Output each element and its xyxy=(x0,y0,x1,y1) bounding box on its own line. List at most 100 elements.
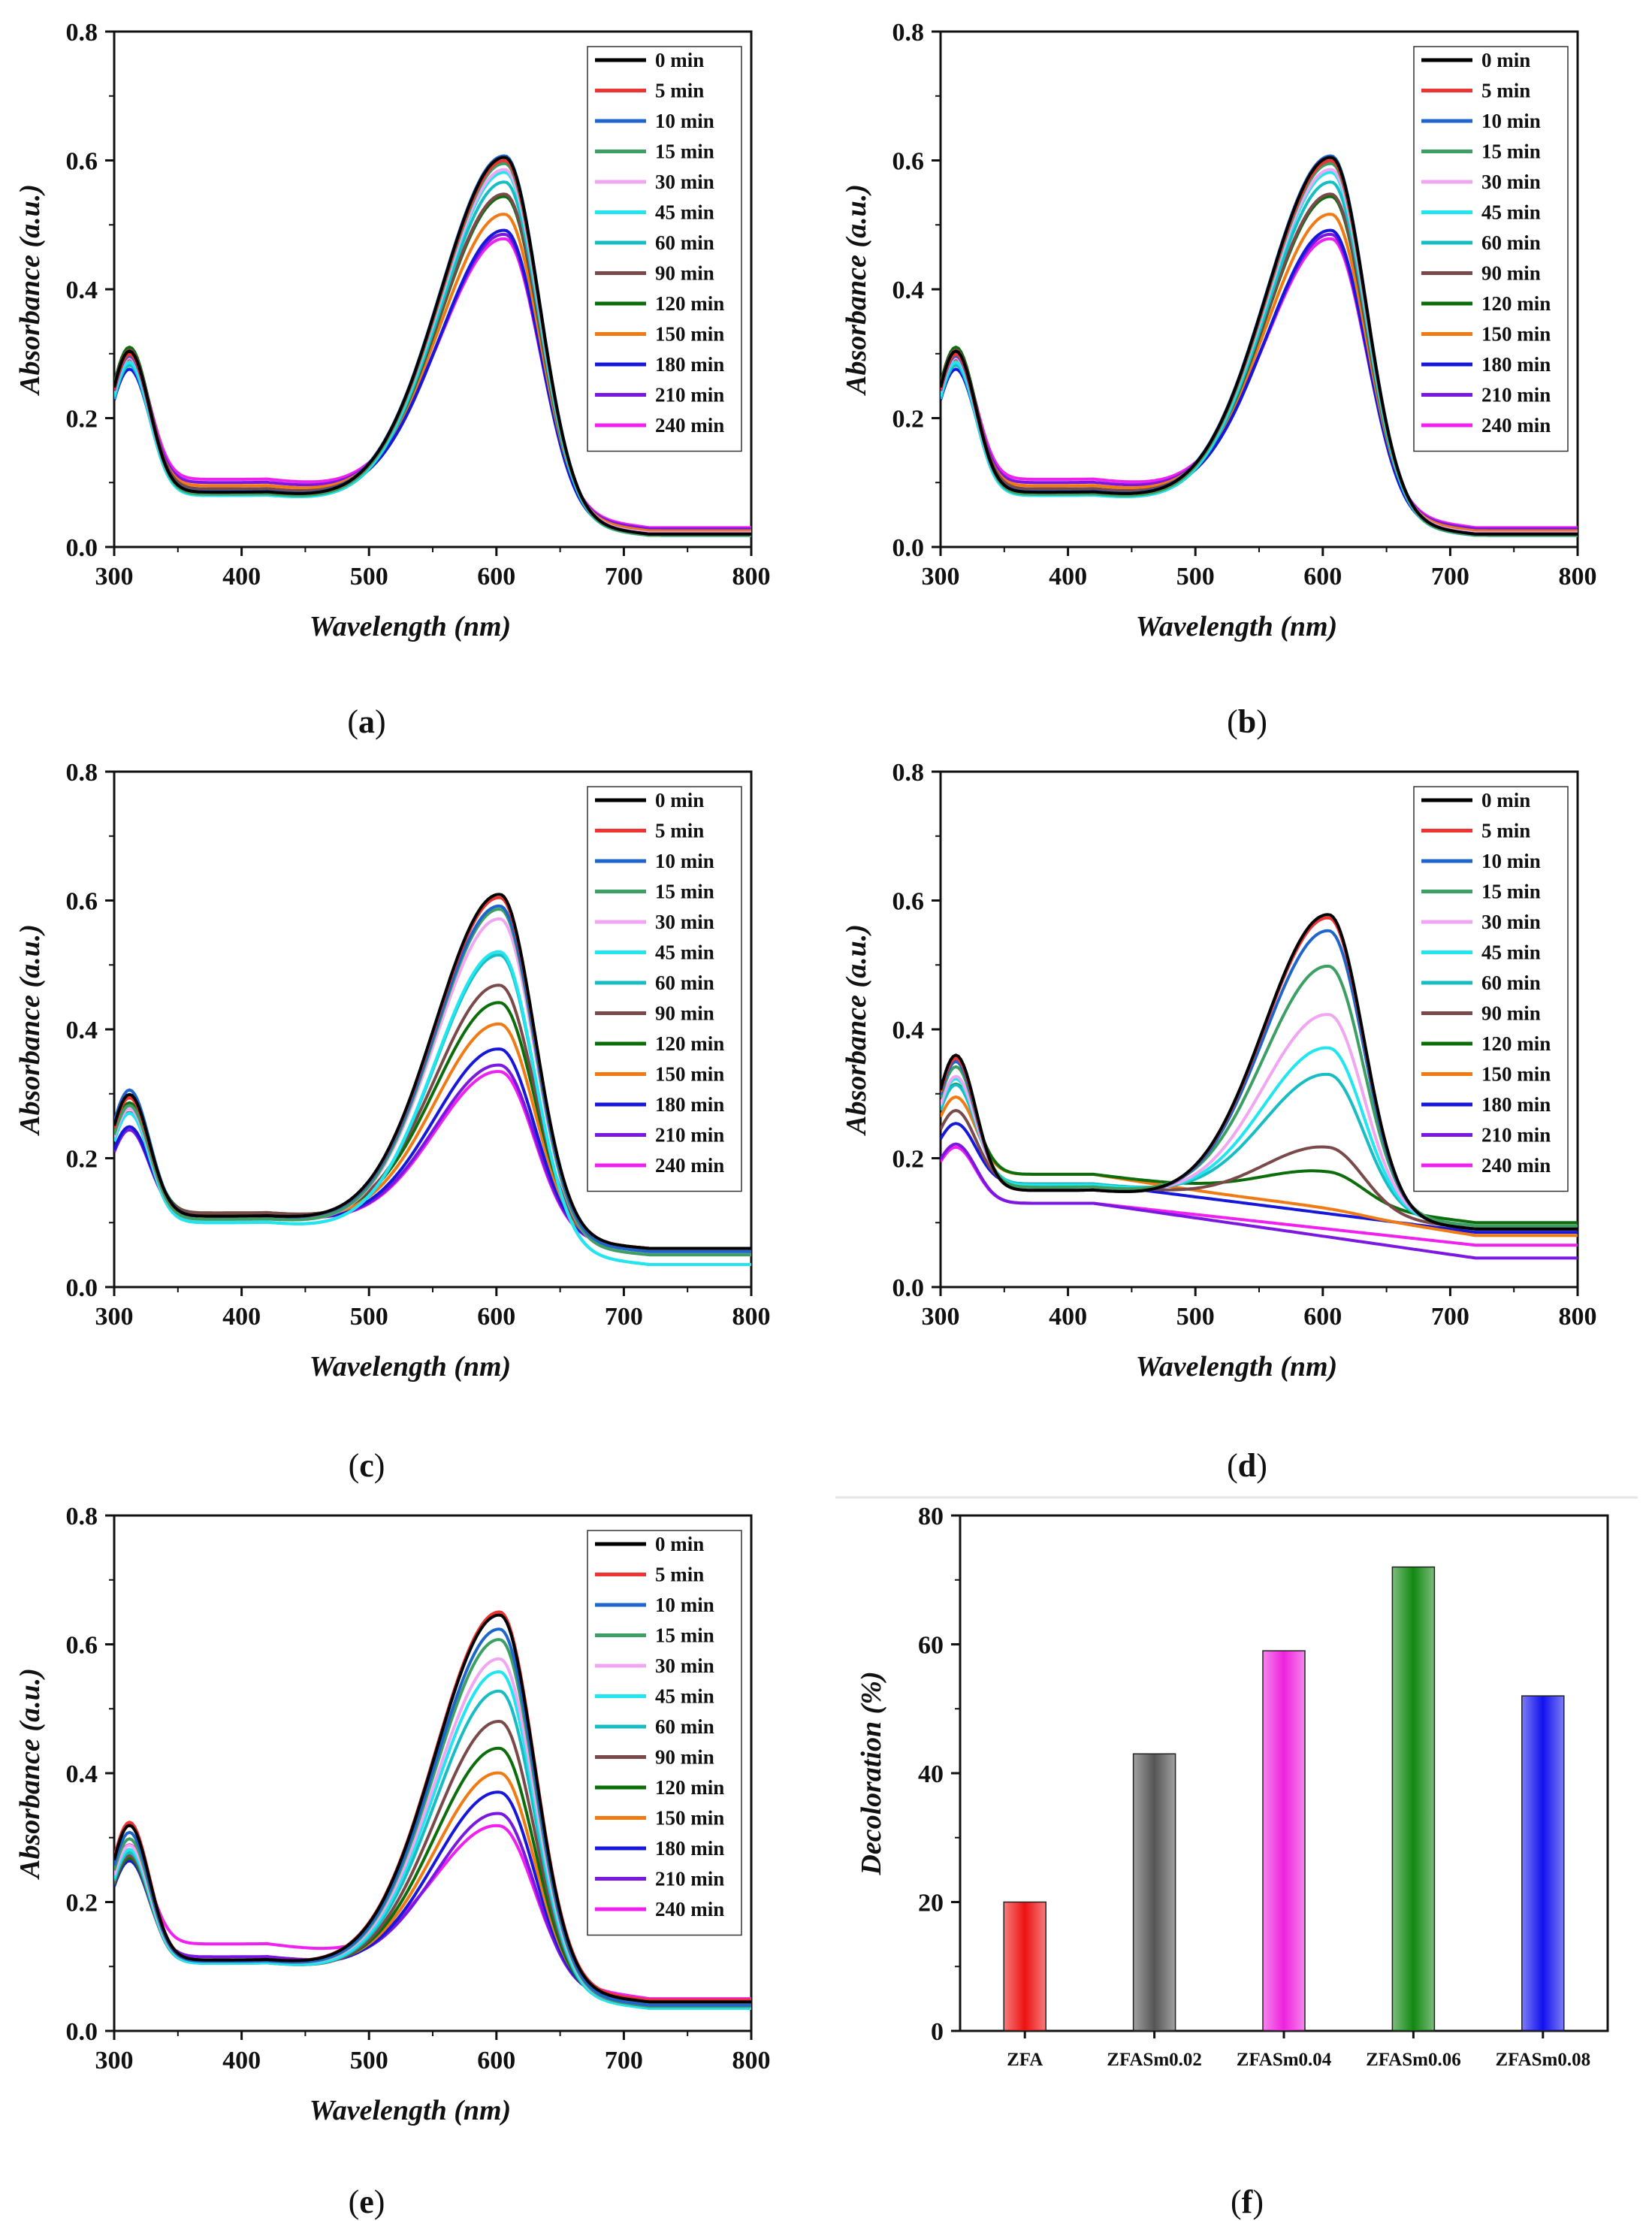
y-tick-label: 0.4 xyxy=(66,1760,98,1788)
y-tick-label: 0.2 xyxy=(892,1146,925,1174)
legend-label-120-min: 120 min xyxy=(655,1776,724,1799)
legend-label-180-min: 180 min xyxy=(655,1093,724,1116)
legend-label-210-min: 210 min xyxy=(1481,1124,1551,1147)
x-tick-label: 800 xyxy=(1559,563,1597,591)
panel-label-c: (c) xyxy=(348,1447,385,1484)
chart-panel-f: 0 20 40 60 80 Decoloration (%) ZFA ZFASm0.02 ZFA… xyxy=(835,1496,1638,2070)
legend-label-60-min: 60 min xyxy=(655,971,714,994)
x-tick-label: 300 xyxy=(95,1303,134,1331)
x-axis-title: Wavelength (nm) xyxy=(310,611,511,642)
x-tick-label: 400 xyxy=(222,2047,261,2074)
y-tick-label: 20 xyxy=(918,1890,944,1917)
legend-box xyxy=(587,46,742,452)
x-tick-label: 600 xyxy=(1303,1303,1342,1331)
y-tick-label: 0.6 xyxy=(892,888,925,916)
legend-label-30-min: 30 min xyxy=(655,911,714,933)
legend-label-45-min: 45 min xyxy=(655,201,714,224)
category-label-zfasm0-04: ZFASm0.04 xyxy=(1237,2050,1332,2070)
chart-panel-e: 300 400 500 600 700 800 0.0 0.2 0.4 0.6 0.8 Wavelen… xyxy=(14,1503,771,2126)
legend-label-90-min: 90 min xyxy=(655,1746,714,1769)
x-tick-label: 600 xyxy=(477,2047,515,2074)
chart-panel-b: 300 400 500 600 700 800 0.0 0.2 0.4 0.6 0.8 Wavelen… xyxy=(841,19,1597,642)
legend-label-30-min: 30 min xyxy=(655,171,714,193)
y-tick-label: 0.0 xyxy=(66,2018,98,2046)
category-label-zfa: ZFA xyxy=(1007,2050,1043,2070)
legend-label-5-min: 5 min xyxy=(655,1564,704,1586)
legend-label-30-min: 30 min xyxy=(1481,911,1541,933)
legend-label-10-min: 10 min xyxy=(655,850,714,872)
series-line-150-min xyxy=(941,213,1578,533)
legend-label-90-min: 90 min xyxy=(1481,1002,1541,1025)
x-tick-label: 700 xyxy=(1431,563,1469,591)
y-tick-label: 0.8 xyxy=(892,19,925,47)
x-tick-label: 500 xyxy=(350,1303,388,1331)
legend-label-90-min: 90 min xyxy=(655,262,714,285)
legend-label-120-min: 120 min xyxy=(655,1032,724,1055)
legend-label-240-min: 240 min xyxy=(655,1154,724,1177)
x-tick-label: 700 xyxy=(605,2047,643,2074)
x-axis-title: Wavelength (nm) xyxy=(310,1351,511,1382)
panel-label-f: (f) xyxy=(1231,2183,1264,2220)
bar-zfasm0-04 xyxy=(1262,1650,1306,2032)
x-tick-label: 300 xyxy=(922,563,960,591)
legend-label-90-min: 90 min xyxy=(1481,262,1541,285)
legend-label-10-min: 10 min xyxy=(655,110,714,132)
legend-box xyxy=(1413,46,1569,452)
y-tick-label: 0.2 xyxy=(892,406,925,434)
x-tick-label: 500 xyxy=(1176,1303,1215,1331)
legend-label-60-min: 60 min xyxy=(655,1715,714,1738)
legend-label-90-min: 90 min xyxy=(655,1002,714,1025)
legend-label-15-min: 15 min xyxy=(1481,141,1541,163)
x-tick-label: 300 xyxy=(95,563,134,591)
x-tick-label: 800 xyxy=(732,1303,771,1331)
legend-label-15-min: 15 min xyxy=(1481,881,1541,903)
y-tick-label: 0.0 xyxy=(66,534,98,562)
panel-label-b: (b) xyxy=(1227,703,1267,740)
legend-label-150-min: 150 min xyxy=(655,1063,724,1086)
series-line-0-min xyxy=(941,913,1578,1231)
legend-label-45-min: 45 min xyxy=(1481,201,1541,224)
y-tick-label: 0 xyxy=(931,2018,944,2046)
x-tick-label: 400 xyxy=(1049,1303,1087,1331)
y-axis-title: Absorbance (a.u.) xyxy=(841,924,872,1136)
legend-label-30-min: 30 min xyxy=(655,1654,714,1677)
legend-label-150-min: 150 min xyxy=(655,323,724,346)
x-tick-label: 300 xyxy=(95,2047,134,2074)
bar-zfa xyxy=(1003,1901,1046,2032)
x-tick-label: 800 xyxy=(732,2047,771,2074)
y-tick-label: 0.6 xyxy=(892,148,925,176)
y-tick-label: 80 xyxy=(918,1503,944,1531)
series-line-0-min xyxy=(114,893,751,1250)
category-label-zfasm0-02: ZFASm0.02 xyxy=(1107,2050,1202,2070)
y-axis-title: Absorbance (a.u.) xyxy=(14,1668,46,1880)
series-line-0-min xyxy=(941,156,1578,536)
x-tick-label: 600 xyxy=(1303,563,1342,591)
legend-label-240-min: 240 min xyxy=(1481,1154,1551,1177)
series-line-0-min xyxy=(114,1613,751,2004)
legend-label-180-min: 180 min xyxy=(1481,1093,1551,1116)
panel-label-a: (a) xyxy=(347,703,386,740)
series-line-45-min xyxy=(114,1670,751,2010)
y-tick-label: 0.6 xyxy=(66,1632,98,1660)
y-tick-label: 0.8 xyxy=(66,759,98,787)
legend-label-210-min: 210 min xyxy=(655,1124,724,1147)
legend-label-45-min: 45 min xyxy=(655,1685,714,1708)
x-tick-label: 800 xyxy=(732,563,771,591)
x-axis-title: Wavelength (nm) xyxy=(1136,611,1337,642)
x-tick-label: 400 xyxy=(222,563,261,591)
legend-label-0-min: 0 min xyxy=(1481,789,1530,811)
legend-label-5-min: 5 min xyxy=(655,80,704,102)
y-tick-label: 0.8 xyxy=(66,19,98,47)
y-axis-title: Absorbance (a.u.) xyxy=(14,184,46,396)
legend-label-5-min: 5 min xyxy=(1481,80,1530,102)
legend-label-120-min: 120 min xyxy=(1481,1032,1551,1055)
chart-panel-d: 300 400 500 600 700 800 0.0 0.2 0.4 0.6 0.8 Wavelen… xyxy=(841,759,1597,1382)
legend-label-210-min: 210 min xyxy=(655,384,724,406)
category-label-zfasm0-08: ZFASm0.08 xyxy=(1495,2050,1590,2070)
legend-label-60-min: 60 min xyxy=(1481,971,1541,994)
x-tick-label: 400 xyxy=(222,1303,261,1331)
legend-label-60-min: 60 min xyxy=(1481,231,1541,254)
legend-label-180-min: 180 min xyxy=(655,1837,724,1860)
legend-label-15-min: 15 min xyxy=(655,141,714,163)
